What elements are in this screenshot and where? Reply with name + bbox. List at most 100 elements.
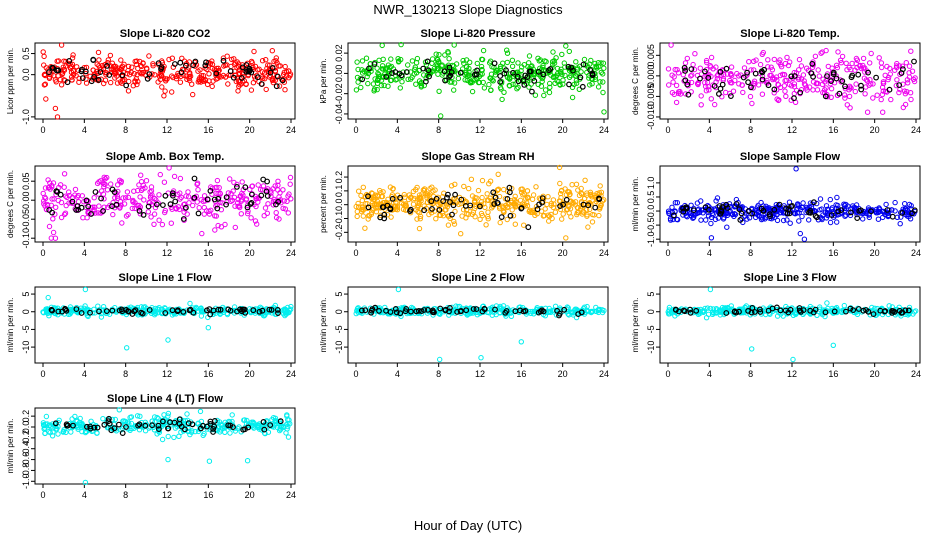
reference-point bbox=[230, 74, 237, 81]
reference-point bbox=[446, 308, 452, 315]
data-point bbox=[902, 88, 908, 94]
data-point bbox=[728, 64, 735, 70]
reference-point bbox=[788, 203, 794, 210]
reference-point bbox=[889, 213, 896, 220]
data-point bbox=[823, 203, 830, 209]
reference-point bbox=[423, 78, 429, 85]
reference-point bbox=[854, 215, 861, 222]
reference-point bbox=[267, 69, 274, 76]
reference-point bbox=[106, 420, 113, 427]
x-tick-label: 0 bbox=[40, 248, 45, 258]
data-point bbox=[244, 210, 251, 217]
data-point bbox=[135, 65, 141, 72]
data-point bbox=[774, 217, 781, 224]
data-point bbox=[165, 433, 171, 440]
reference-point bbox=[387, 206, 394, 213]
y-tick-label: 0.05 bbox=[21, 172, 31, 190]
data-point bbox=[843, 201, 849, 208]
data-point bbox=[235, 78, 242, 84]
data-point bbox=[407, 195, 414, 201]
data-point bbox=[358, 84, 364, 91]
y-axis-label: kPa per min. bbox=[319, 59, 328, 104]
data-point bbox=[501, 186, 507, 193]
outlier-point bbox=[161, 93, 167, 99]
data-point bbox=[52, 77, 59, 83]
reference-point bbox=[393, 309, 400, 316]
data-point bbox=[41, 53, 47, 60]
data-point bbox=[276, 216, 282, 222]
data-point bbox=[734, 70, 740, 77]
reference-point bbox=[765, 307, 772, 314]
reference-point bbox=[403, 69, 410, 75]
data-point bbox=[546, 213, 553, 220]
data-point bbox=[776, 97, 782, 103]
reference-point bbox=[807, 307, 814, 314]
data-point bbox=[558, 68, 564, 75]
plot-frame bbox=[34, 165, 296, 243]
reference-point bbox=[215, 195, 222, 202]
data-point bbox=[690, 61, 696, 68]
y-tick-label: 0 bbox=[334, 309, 344, 314]
x-tick-label: 12 bbox=[162, 125, 172, 135]
x-tick-label: 16 bbox=[203, 248, 213, 258]
data-point bbox=[666, 211, 672, 217]
panel-title: Slope Line 3 Flow bbox=[744, 272, 837, 284]
data-point bbox=[509, 57, 516, 63]
reference-point bbox=[182, 62, 189, 69]
data-point bbox=[885, 76, 891, 83]
data-point bbox=[546, 218, 552, 224]
data-point bbox=[497, 219, 503, 226]
data-point bbox=[472, 214, 478, 220]
data-point bbox=[783, 77, 790, 84]
reference-point bbox=[359, 307, 365, 314]
data-point bbox=[821, 90, 828, 96]
reference-point bbox=[123, 424, 129, 430]
data-point bbox=[140, 186, 146, 192]
data-point bbox=[42, 194, 48, 201]
data-point bbox=[189, 428, 195, 434]
data-point bbox=[550, 197, 557, 203]
x-tick-label: 16 bbox=[828, 125, 838, 135]
data-point bbox=[669, 204, 675, 211]
reference-point bbox=[491, 201, 498, 207]
data-point bbox=[282, 87, 288, 93]
data-point bbox=[47, 186, 53, 192]
data-point bbox=[272, 65, 278, 71]
data-point bbox=[152, 72, 158, 78]
data-point bbox=[903, 60, 909, 66]
data-point bbox=[744, 216, 750, 222]
reference-point bbox=[494, 200, 501, 206]
data-point bbox=[820, 76, 826, 82]
data-point bbox=[892, 208, 898, 214]
reference-point bbox=[116, 307, 123, 314]
data-point bbox=[844, 102, 850, 108]
data-point bbox=[94, 61, 100, 67]
data-point bbox=[403, 203, 409, 209]
data-point bbox=[481, 85, 488, 91]
reference-point bbox=[359, 76, 366, 83]
data-point bbox=[888, 96, 894, 103]
data-point bbox=[135, 78, 141, 85]
x-tick-label: 4 bbox=[82, 490, 87, 500]
data-point bbox=[232, 224, 239, 231]
x-tick-label: 0 bbox=[353, 125, 358, 135]
data-point bbox=[829, 209, 836, 215]
data-point bbox=[285, 193, 291, 199]
data-point bbox=[529, 196, 536, 203]
reference-point bbox=[132, 307, 139, 314]
data-point bbox=[902, 201, 908, 207]
data-point bbox=[100, 416, 106, 422]
reference-point bbox=[159, 202, 166, 209]
data-point bbox=[124, 189, 131, 195]
data-point bbox=[152, 310, 159, 317]
data-point bbox=[684, 214, 690, 220]
data-point bbox=[828, 94, 834, 101]
data-point bbox=[288, 196, 294, 202]
reference-point bbox=[687, 309, 694, 316]
data-point bbox=[184, 76, 190, 83]
data-point bbox=[362, 201, 369, 207]
data-point bbox=[192, 428, 198, 435]
reference-point bbox=[767, 213, 773, 220]
x-tick-label: 12 bbox=[787, 369, 797, 379]
panel-title: Slope Line 1 Flow bbox=[119, 272, 212, 284]
